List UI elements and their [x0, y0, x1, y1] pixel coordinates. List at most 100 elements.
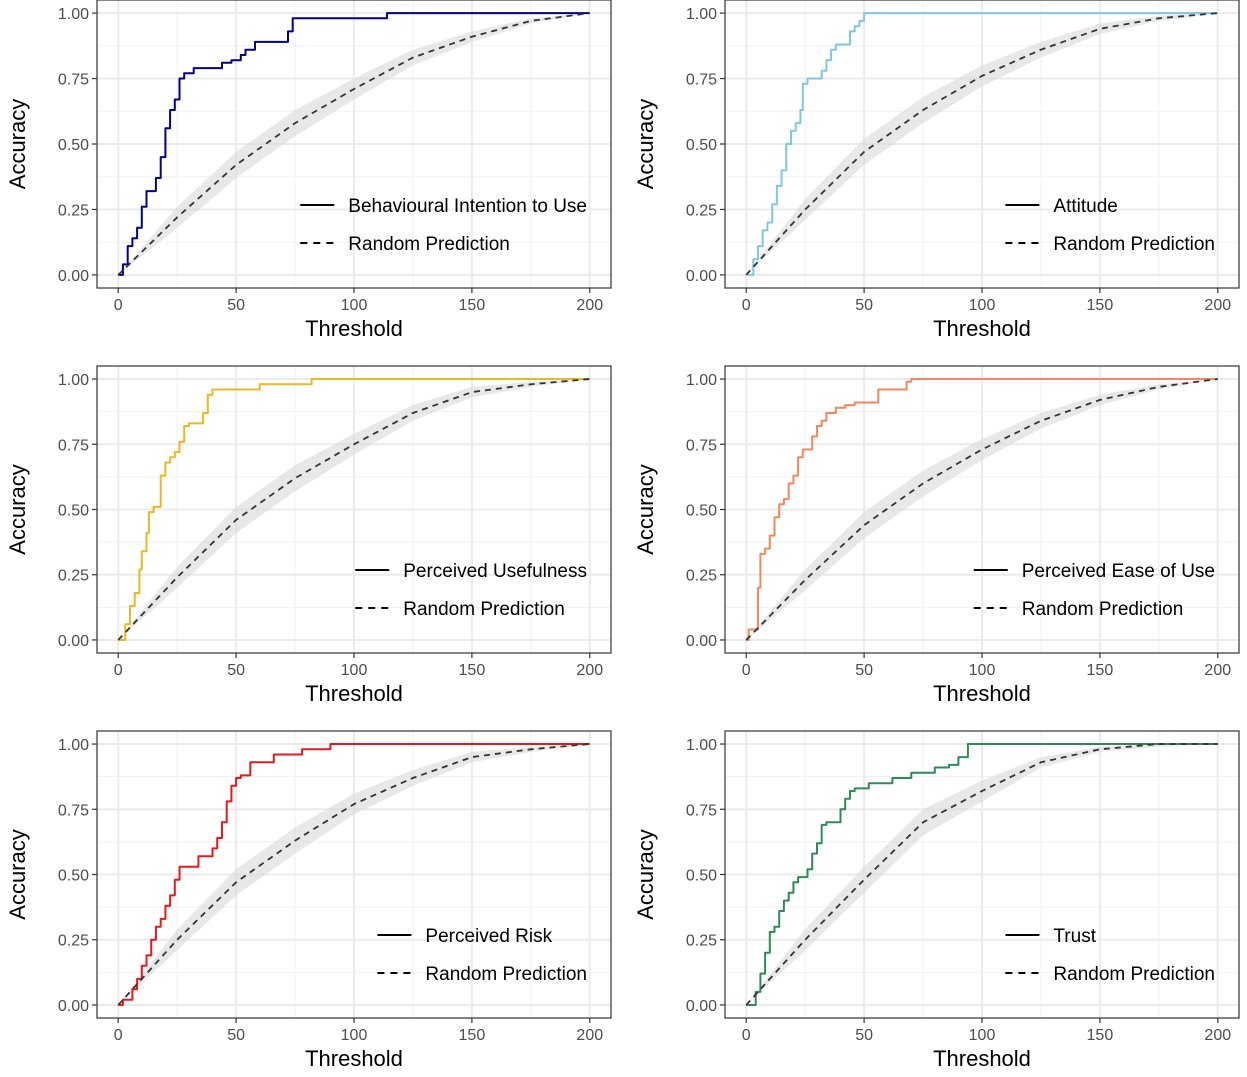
legend: Behavioural Intention to Use Random Predi… [300, 196, 587, 255]
x-axis-title: Threshold [933, 1046, 1031, 1071]
random-prediction-line [117, 12, 590, 276]
series-line-1 [118, 12, 590, 276]
legend-label: Random Prediction [1022, 599, 1184, 620]
y-tick-label: 1.00 [686, 372, 717, 389]
legend: Perceived Risk Random Prediction [377, 926, 587, 985]
x-tick-label: 200 [576, 662, 603, 679]
chart-panel-4: 0 50 100 150 200 0.00 0.25 0.50 0.75 1.00 Threshol… [633, 365, 1240, 706]
x-tick-label: 100 [341, 1027, 368, 1044]
random-prediction-line [117, 743, 590, 1006]
y-tick-label: 0.50 [686, 868, 717, 885]
y-tick-label: 0.00 [58, 633, 89, 650]
y-tick-label: 0.25 [58, 933, 89, 950]
y-tick-label: 1.00 [686, 737, 717, 754]
chart-panel-5: 0 50 100 150 200 0.00 0.25 0.50 0.75 1.00 Threshol… [5, 730, 612, 1071]
x-tick-label: 100 [969, 1027, 996, 1044]
y-tick-label: 0.50 [58, 868, 89, 885]
y-tick-label: 0.75 [58, 437, 89, 454]
random-prediction-band [118, 744, 590, 1005]
x-tick-label: 0 [742, 662, 751, 679]
random-prediction-line [745, 378, 1218, 641]
y-tick-label: 0.25 [686, 202, 717, 219]
y-tick-label: 0.00 [686, 998, 717, 1015]
series-line-1 [746, 378, 1218, 641]
y-tick-label: 0.75 [686, 72, 717, 89]
x-tick-label: 150 [459, 297, 486, 314]
legend-label: Random Prediction [403, 599, 565, 620]
series-line-1 [746, 743, 1218, 1006]
x-tick-label: 150 [1087, 1027, 1114, 1044]
series-line-1 [118, 743, 590, 1006]
legend-label: Random Prediction [425, 964, 587, 985]
chart-panel-6: 0 50 100 150 200 0.00 0.25 0.50 0.75 1.00 Threshol… [633, 730, 1240, 1071]
legend-label: Trust [1053, 926, 1096, 947]
legend: Perceived Usefulness Random Prediction [355, 561, 587, 620]
y-tick-label: 1.00 [686, 6, 717, 23]
y-tick-label: 0.50 [58, 137, 89, 154]
x-axis-title: Threshold [305, 681, 403, 706]
y-tick-label: 0.75 [58, 72, 89, 89]
y-tick-label: 0.50 [58, 503, 89, 520]
x-tick-label: 200 [1204, 297, 1231, 314]
y-tick-label: 0.50 [686, 137, 717, 154]
x-tick-label: 0 [114, 662, 123, 679]
x-tick-label: 0 [114, 1027, 123, 1044]
x-tick-label: 150 [1087, 297, 1114, 314]
random-prediction-band [746, 744, 1218, 1005]
legend-label: Perceived Ease of Use [1022, 561, 1215, 582]
y-tick-label: 0.25 [58, 202, 89, 219]
x-axis-title: Threshold [933, 316, 1031, 341]
y-tick-label: 0.25 [686, 568, 717, 585]
y-axis-title: Accuracy [5, 99, 30, 189]
x-tick-label: 150 [459, 662, 486, 679]
legend: Attitude Random Prediction [1005, 196, 1215, 255]
y-tick-label: 0.75 [58, 802, 89, 819]
y-tick-label: 0.50 [686, 503, 717, 520]
y-tick-label: 0.25 [686, 933, 717, 950]
legend-label: Perceived Risk [425, 926, 552, 947]
legend-label: Random Prediction [1053, 234, 1215, 255]
y-axis-title: Accuracy [633, 464, 658, 554]
x-tick-label: 50 [227, 1027, 245, 1044]
x-tick-label: 200 [576, 1027, 603, 1044]
y-tick-label: 1.00 [58, 372, 89, 389]
x-axis-title: Threshold [305, 1046, 403, 1071]
x-tick-label: 50 [855, 1027, 873, 1044]
legend: Trust Random Prediction [1005, 926, 1215, 985]
x-tick-label: 200 [576, 297, 603, 314]
y-tick-label: 0.00 [686, 633, 717, 650]
legend: Perceived Ease of Use Random Prediction [973, 561, 1215, 620]
x-tick-label: 200 [1204, 662, 1231, 679]
x-tick-label: 0 [114, 297, 123, 314]
y-axis-title: Accuracy [633, 829, 658, 919]
y-tick-label: 0.00 [58, 998, 89, 1015]
legend-label: Attitude [1053, 196, 1117, 217]
y-axis-title: Accuracy [5, 829, 30, 919]
chart-panel-2: 0 50 100 150 200 0.00 0.25 0.50 0.75 1.00 Threshol… [633, 0, 1240, 341]
x-tick-label: 150 [1087, 662, 1114, 679]
x-tick-label: 0 [742, 297, 751, 314]
y-tick-label: 1.00 [58, 6, 89, 23]
x-tick-label: 100 [969, 297, 996, 314]
y-tick-label: 0.00 [58, 268, 89, 285]
x-tick-label: 50 [855, 297, 873, 314]
series-line-1 [118, 378, 590, 641]
chart-panel-3: 0 50 100 150 200 0.00 0.25 0.50 0.75 1.00 Threshol… [5, 365, 612, 706]
legend-label: Random Prediction [1053, 964, 1215, 985]
y-tick-label: 1.00 [58, 737, 89, 754]
x-tick-label: 50 [855, 662, 873, 679]
x-tick-label: 200 [1204, 1027, 1231, 1044]
random-prediction-line [745, 743, 1218, 1006]
x-tick-label: 150 [459, 1027, 486, 1044]
x-tick-label: 100 [341, 662, 368, 679]
legend-label: Behavioural Intention to Use [348, 196, 587, 217]
random-prediction-line [745, 12, 1218, 276]
y-tick-label: 0.00 [686, 268, 717, 285]
y-axis-title: Accuracy [5, 464, 30, 554]
y-axis-title: Accuracy [633, 99, 658, 189]
series-line-1 [746, 12, 1218, 276]
x-tick-label: 100 [969, 662, 996, 679]
x-tick-label: 50 [227, 297, 245, 314]
